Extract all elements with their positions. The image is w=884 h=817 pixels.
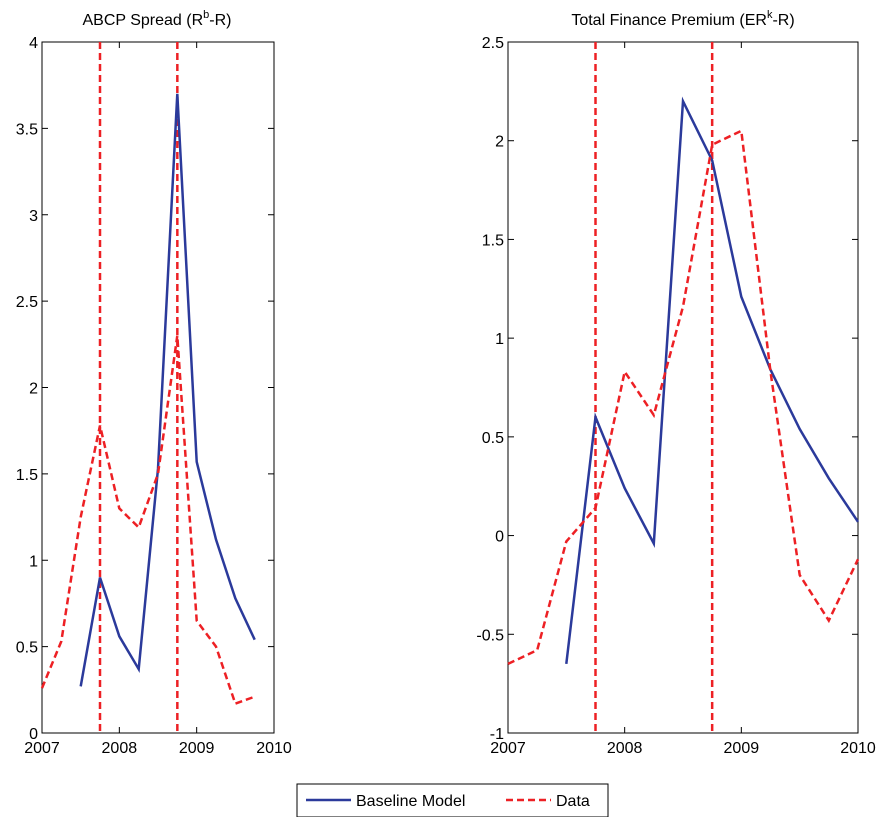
abcp-ytick-label: 0 [29,726,38,743]
tfp-ytick-label: 2 [495,134,504,151]
tfp-ytick-label: 1 [495,331,504,348]
abcp-xtick-label: 2007 [24,740,60,757]
tfp-series-baseline-model-line [565,96,860,665]
abcp-series-baseline-model-line [79,93,256,687]
abcp-spread-panel: ABCP Spread (Rb-R) 0 0.5 1 1.5 2 2.5 3 3.5 4 2007… [16,9,292,757]
abcp-spread-title: ABCP Spread (Rb-R) [83,9,232,29]
abcp-spread-plot-area: 0 0.5 1 1.5 2 2.5 3 3.5 4 2007 2008 2009 2010 [16,35,292,757]
abcp-axes-box [41,41,275,734]
abcp-ytick-label: 1.5 [16,467,38,484]
abcp-ytick-label: 2 [29,381,38,398]
legend-data-label: Data [556,793,590,810]
tfp-ytick-label: 1.5 [482,232,504,249]
tfp-xtick-label: 2008 [607,740,643,757]
abcp-ytick-label: 4 [29,35,38,52]
abcp-ytick-label: 2.5 [16,294,38,311]
abcp-xtick-label: 2010 [256,740,292,757]
tfp-axes-box [507,41,859,734]
abcp-ytick-label: 0.5 [16,640,38,657]
total-finance-premium-plot-area: -1 -0.5 0 0.5 1 1.5 2 2.5 2007 2008 2009 2010 [476,35,875,757]
legend: Baseline Model Data [296,783,609,817]
tfp-xtick-label: 2009 [724,740,760,757]
abcp-xtick-label: 2009 [179,740,215,757]
abcp-ytick-label: 3.5 [16,121,38,138]
tfp-ytick-label: 0.5 [482,430,504,447]
tfp-series-data-line [507,128,860,666]
tfp-xtick-label: 2007 [490,740,526,757]
abcp-series-data-line [40,335,256,706]
legend-baseline-label: Baseline Model [356,793,465,810]
tfp-ytick-label: 0 [495,529,504,546]
abcp-ytick-label: 1 [29,553,38,570]
tfp-xtick-label: 2010 [840,740,876,757]
total-finance-premium-panel: Total Finance Premium (ERk-R) -1 -0.5 0 0.5… [476,9,875,757]
total-finance-premium-title: Total Finance Premium (ERk-R) [571,9,794,29]
tfp-ytick-label: -0.5 [476,627,504,644]
tfp-ytick-label: -1 [490,726,504,743]
abcp-xtick-label: 2008 [102,740,138,757]
abcp-ytick-label: 3 [29,208,38,225]
tfp-ytick-label: 2.5 [482,35,504,52]
